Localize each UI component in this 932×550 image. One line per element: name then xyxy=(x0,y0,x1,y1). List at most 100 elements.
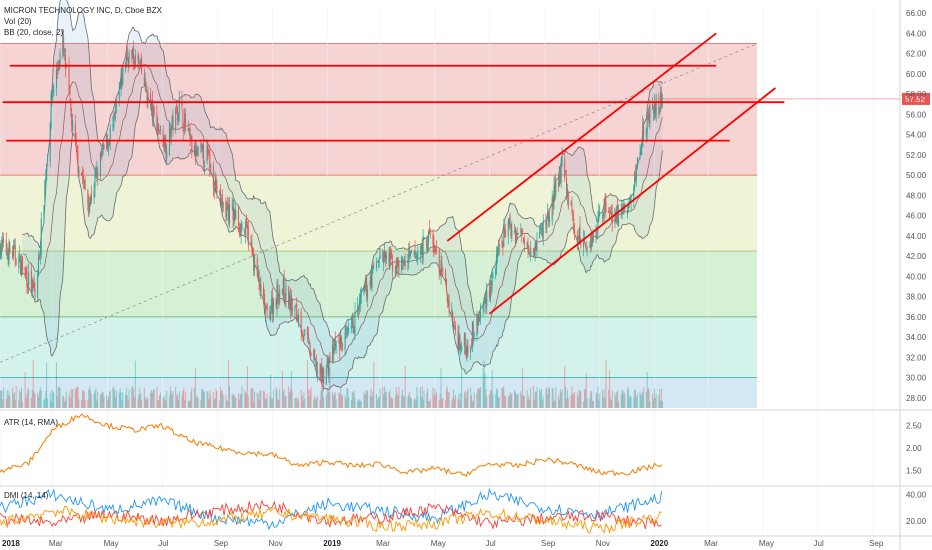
time-tick-label: Jul xyxy=(485,539,495,548)
volume-bar xyxy=(21,401,23,408)
candle-body xyxy=(18,257,20,268)
candle-body xyxy=(159,133,161,134)
candle-body xyxy=(70,98,72,112)
volume-bar xyxy=(319,400,321,408)
time-tick-label: Jul xyxy=(158,539,168,548)
candle-body xyxy=(64,50,66,53)
candle-body xyxy=(567,192,569,207)
volume-bar xyxy=(545,388,547,408)
candle-body xyxy=(608,210,610,213)
candle-body xyxy=(219,190,221,192)
candle-body xyxy=(225,200,227,217)
candle-body xyxy=(258,270,260,282)
candle-body xyxy=(245,221,247,236)
candle-body xyxy=(159,125,161,131)
volume-bar xyxy=(69,390,71,408)
volume-bar xyxy=(202,388,204,408)
volume-bar xyxy=(530,387,532,408)
candle-body xyxy=(351,316,353,328)
volume-bar xyxy=(90,394,92,408)
volume-bar xyxy=(388,392,390,408)
volume-bar xyxy=(196,395,198,408)
candle-body xyxy=(156,113,158,135)
candle-body xyxy=(646,111,648,133)
volume-bar xyxy=(251,387,253,408)
volume-bar xyxy=(226,400,228,408)
candle-body xyxy=(498,243,500,247)
volume-bar xyxy=(207,392,209,408)
volume-bar xyxy=(382,387,384,408)
candle-body xyxy=(358,301,360,308)
candle-body xyxy=(511,229,513,237)
candle-body xyxy=(55,69,57,88)
volume-bar xyxy=(140,393,142,408)
candle-body xyxy=(451,308,453,316)
candle-body xyxy=(133,48,135,65)
volume-bar xyxy=(341,394,343,408)
candle-body xyxy=(353,330,355,333)
candle-body xyxy=(260,283,262,292)
candle-body xyxy=(414,249,416,255)
candle-body xyxy=(471,344,473,346)
atr-tick-label: 2.50 xyxy=(906,422,922,431)
candle-body xyxy=(310,353,312,356)
candle-body xyxy=(514,227,516,243)
volume-bar xyxy=(144,397,146,408)
candle-body xyxy=(47,158,49,161)
candle-body xyxy=(271,298,273,311)
volume-bar xyxy=(56,395,58,408)
volume-bar xyxy=(482,367,484,408)
volume-bar xyxy=(576,393,578,408)
candle-body xyxy=(26,271,28,288)
candle-body xyxy=(195,147,197,157)
volume-bar xyxy=(511,393,513,408)
volume-bar xyxy=(422,399,424,408)
price-tick-label: 38.00 xyxy=(906,293,927,302)
volume-bar xyxy=(313,399,315,408)
volume-bar xyxy=(244,389,246,408)
volume-bar xyxy=(440,367,442,408)
candle-body xyxy=(24,267,26,271)
candle-body xyxy=(446,293,448,302)
dmi-panel xyxy=(0,487,663,535)
candle-body xyxy=(357,306,359,310)
volume-bar xyxy=(580,391,582,408)
volume-bar xyxy=(419,387,421,408)
volume-bar xyxy=(279,389,281,408)
volume-bar xyxy=(15,386,17,408)
volume-bar xyxy=(125,387,127,408)
volume-bar xyxy=(350,400,352,408)
candle-body xyxy=(166,151,168,159)
adx-line xyxy=(0,506,662,535)
candle-body xyxy=(654,102,656,114)
candle-body xyxy=(263,293,265,312)
volume-bar xyxy=(429,398,431,408)
volume-bar xyxy=(2,399,4,408)
candle-body xyxy=(209,153,211,171)
volume-bar xyxy=(314,396,316,408)
candle-body xyxy=(344,332,346,350)
price-tick-label: 30.00 xyxy=(906,374,927,383)
volume-bar xyxy=(570,395,572,408)
volume-bar xyxy=(21,387,23,408)
volume-bar xyxy=(661,388,663,408)
candle-body xyxy=(107,140,109,149)
volume-bar xyxy=(645,391,647,408)
candle-body xyxy=(595,226,597,238)
volume-bar xyxy=(514,389,516,408)
volume-bar xyxy=(596,394,598,408)
candle-body xyxy=(554,182,556,193)
volume-bar xyxy=(358,399,360,408)
volume-bar xyxy=(315,397,317,408)
bollinger-basis xyxy=(22,63,663,364)
volume-bar xyxy=(479,387,481,408)
volume-bar xyxy=(323,397,325,408)
volume-bar xyxy=(371,396,373,408)
volume-bar xyxy=(275,387,277,408)
volume-bar xyxy=(385,391,387,408)
volume-bar xyxy=(346,387,348,408)
candle-body xyxy=(68,63,70,92)
candle-body xyxy=(74,123,76,142)
volume-bar xyxy=(94,390,96,408)
